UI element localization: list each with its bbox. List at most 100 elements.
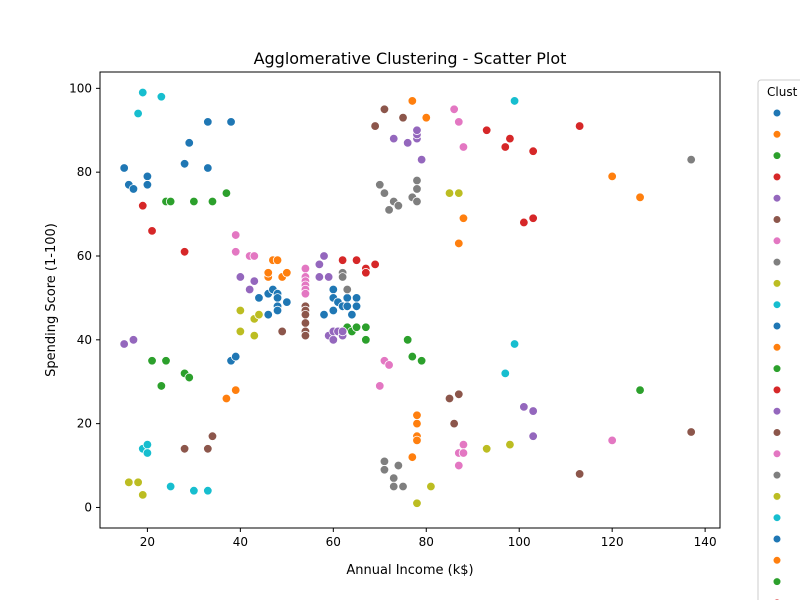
data-point — [416, 356, 427, 366]
legend-marker — [772, 428, 782, 437]
data-point — [124, 477, 134, 488]
data-point — [379, 188, 390, 198]
data-point — [226, 117, 236, 127]
data-point — [119, 163, 129, 173]
legend-marker — [772, 407, 782, 416]
data-point — [263, 268, 273, 278]
data-point — [203, 486, 213, 496]
data-point — [337, 272, 348, 282]
data-point — [189, 196, 199, 207]
data-point — [156, 381, 167, 391]
data-point — [272, 305, 283, 316]
x-tick-label: 120 — [601, 535, 624, 549]
data-point — [314, 272, 325, 282]
legend-marker — [772, 194, 782, 203]
data-point — [323, 272, 334, 282]
data-point — [138, 200, 148, 211]
data-point — [272, 255, 283, 265]
data-point — [375, 180, 385, 190]
data-point — [574, 469, 585, 479]
data-point — [133, 108, 143, 119]
data-point — [263, 309, 273, 320]
data-point — [319, 251, 329, 261]
data-point — [454, 188, 464, 198]
data-point — [300, 309, 311, 320]
x-axis-ticks: 20 40 60 80 100 120 140 — [140, 528, 717, 549]
data-point — [165, 196, 176, 207]
data-point — [412, 196, 422, 207]
data-point — [398, 112, 408, 123]
data-point — [207, 431, 218, 441]
data-point — [282, 297, 292, 307]
data-point — [300, 263, 311, 274]
legend-entries — [772, 108, 782, 600]
data-point — [509, 339, 520, 349]
data-point — [407, 96, 418, 106]
data-point — [138, 490, 148, 500]
data-point — [458, 439, 469, 450]
data-point — [142, 180, 153, 190]
legend-marker — [772, 449, 782, 458]
legend-marker — [772, 215, 782, 224]
data-point — [407, 351, 418, 362]
data-point — [231, 385, 241, 395]
legend-marker — [772, 343, 782, 352]
plot-frame — [99, 71, 721, 529]
data-point — [300, 318, 311, 328]
data-point — [207, 196, 218, 207]
data-point — [221, 188, 232, 198]
data-point — [454, 460, 464, 471]
data-point — [393, 460, 404, 471]
data-point — [342, 293, 352, 303]
x-tick-label: 40 — [233, 535, 248, 549]
data-point — [449, 418, 459, 429]
legend-title: Clust — [767, 85, 798, 99]
legend-marker — [772, 300, 782, 309]
data-point — [407, 452, 418, 462]
data-point — [272, 293, 283, 303]
data-point — [412, 125, 422, 135]
legend-marker — [772, 258, 782, 267]
data-point — [189, 486, 199, 496]
data-point — [454, 389, 464, 400]
legend-marker — [772, 172, 782, 181]
legend-marker — [772, 364, 782, 373]
data-point — [370, 259, 380, 270]
data-point — [505, 133, 515, 144]
data-point — [351, 255, 362, 265]
data-point — [347, 309, 357, 320]
data-point — [244, 284, 255, 295]
data-point — [231, 230, 241, 240]
data-point — [412, 418, 422, 429]
data-point — [454, 238, 464, 249]
data-point — [319, 309, 329, 320]
chart-title: Agglomerative Clustering - Scatter Plot — [254, 49, 567, 68]
data-point — [179, 444, 190, 454]
data-point — [231, 351, 241, 362]
data-point — [509, 96, 520, 106]
data-point — [389, 133, 399, 144]
data-point — [179, 247, 190, 257]
legend-marker — [772, 513, 782, 522]
data-point — [138, 87, 148, 98]
legend-marker — [772, 130, 782, 139]
data-point — [351, 301, 362, 311]
legend-marker — [772, 385, 782, 395]
data-point — [277, 326, 287, 337]
data-point — [249, 330, 260, 341]
data-point — [519, 217, 529, 228]
data-point — [203, 117, 213, 127]
data-point — [412, 435, 422, 446]
data-point — [458, 142, 469, 152]
data-point — [328, 284, 339, 295]
data-point — [635, 192, 645, 203]
data-point — [686, 154, 696, 165]
data-point — [458, 213, 469, 223]
data-point — [389, 473, 399, 483]
data-point — [607, 435, 617, 446]
legend-marker — [772, 577, 782, 586]
data-point — [282, 268, 292, 278]
data-point — [398, 481, 408, 492]
data-point — [379, 465, 390, 475]
